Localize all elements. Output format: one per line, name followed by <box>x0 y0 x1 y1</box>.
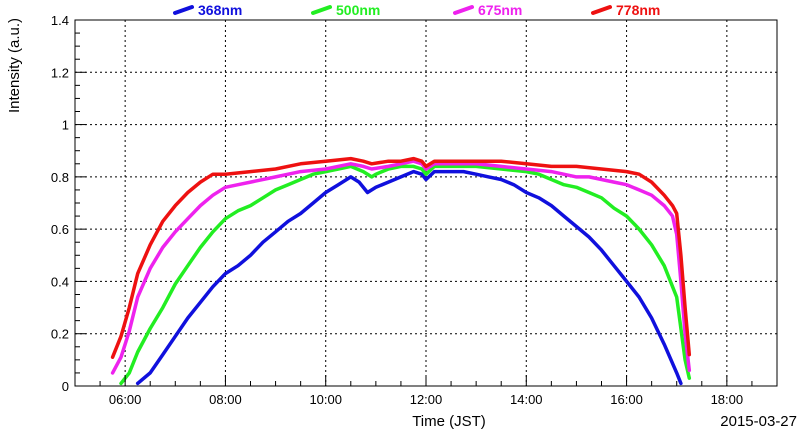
legend-swatch-778nm <box>591 5 612 15</box>
y-tick-label: 0.8 <box>51 170 69 185</box>
x-axis: 06:00 08:00 10:00 12:00 14:00 16:00 18:00 <box>74 375 778 407</box>
x-tick-label: 10:00 <box>309 392 342 407</box>
x-tick-label: 18:00 <box>711 392 744 407</box>
legend-swatch-368nm <box>173 5 194 15</box>
x-tick-label: 14:00 <box>510 392 543 407</box>
x-tick-label: 08:00 <box>209 392 242 407</box>
legend-swatch-500nm <box>311 5 332 15</box>
legend: 368nm 500nm 675nm 778nm <box>173 2 660 18</box>
y-tick-label: 1.2 <box>51 65 69 80</box>
x-axis-title: Time (JST) <box>412 413 486 430</box>
x-tick-label: 16:00 <box>610 392 643 407</box>
legend-label-778nm: 778nm <box>616 2 660 18</box>
x-tick-label: 06:00 <box>109 392 142 407</box>
y-axis-title: Intensity (a.u.) <box>6 18 23 113</box>
series-line-368nm <box>135 169 683 386</box>
series-line-675nm <box>110 159 692 375</box>
y-tick-label: 1 <box>62 118 69 133</box>
legend-label-368nm: 368nm <box>198 2 242 18</box>
legend-label-675nm: 675nm <box>478 2 522 18</box>
y-tick-label: 0 <box>62 379 69 394</box>
y-tick-label: 0.4 <box>51 274 69 289</box>
series-line-500nm <box>119 164 692 386</box>
x-tick-label: 12:00 <box>410 392 443 407</box>
legend-label-500nm: 500nm <box>336 2 380 18</box>
y-tick-label: 0.6 <box>51 222 69 237</box>
date-label: 2015-03-27 <box>720 413 797 430</box>
legend-swatch-675nm <box>453 5 474 15</box>
y-axis: 0 0.2 0.4 0.6 0.8 1 1.2 1.4 <box>51 13 86 394</box>
y-tick-label: 0.2 <box>51 327 69 342</box>
y-tick-label: 1.4 <box>51 13 69 28</box>
series-line-778nm <box>110 156 692 359</box>
series-lines <box>110 156 692 386</box>
